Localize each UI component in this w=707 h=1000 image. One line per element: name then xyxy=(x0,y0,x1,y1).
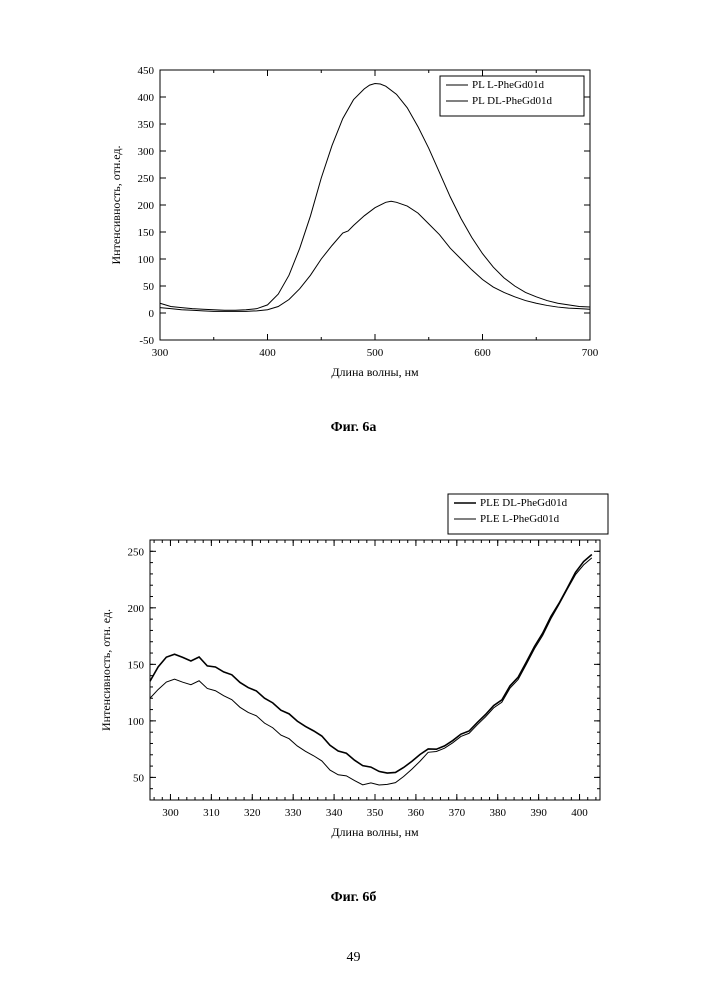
svg-text:380: 380 xyxy=(489,807,506,819)
chart-a-block: 300 400 500 600 700 -50 0 50 100 150 200 250 300 350 4… xyxy=(100,60,600,390)
svg-text:100: 100 xyxy=(138,254,155,266)
svg-text:150: 150 xyxy=(138,227,155,239)
chart-a-svg: 300 400 500 600 700 -50 0 50 100 150 200 250 300 350 4… xyxy=(100,60,600,390)
svg-text:370: 370 xyxy=(449,807,466,819)
svg-text:600: 600 xyxy=(474,347,491,359)
svg-text:300: 300 xyxy=(152,347,169,359)
svg-text:450: 450 xyxy=(138,65,155,77)
svg-text:50: 50 xyxy=(143,281,155,293)
svg-text:Длина волны, нм: Длина волны, нм xyxy=(331,825,419,839)
chart-b-block: 300 310 320 330 340 350 360 370 380 390 400 50 100 15… xyxy=(90,490,610,850)
svg-text:100: 100 xyxy=(128,716,145,728)
svg-text:400: 400 xyxy=(259,347,276,359)
svg-text:350: 350 xyxy=(138,119,155,131)
svg-text:400: 400 xyxy=(138,92,155,104)
svg-text:PLE L-PheGd01d: PLE L-PheGd01d xyxy=(480,513,560,525)
svg-text:310: 310 xyxy=(203,807,220,819)
chart-b-svg: 300 310 320 330 340 350 360 370 380 390 400 50 100 15… xyxy=(90,490,610,850)
svg-text:200: 200 xyxy=(138,200,155,212)
svg-text:PLE DL-PheGd01d: PLE DL-PheGd01d xyxy=(480,497,568,509)
svg-text:350: 350 xyxy=(367,807,384,819)
svg-text:Интенсивность, отн.ед.: Интенсивность, отн.ед. xyxy=(109,145,123,264)
svg-text:-50: -50 xyxy=(139,335,154,347)
page: 300 400 500 600 700 -50 0 50 100 150 200 250 300 350 4… xyxy=(0,0,707,1000)
svg-text:330: 330 xyxy=(285,807,302,819)
svg-text:300: 300 xyxy=(138,146,155,158)
svg-text:390: 390 xyxy=(530,807,547,819)
svg-text:400: 400 xyxy=(571,807,588,819)
svg-text:360: 360 xyxy=(408,807,425,819)
svg-text:250: 250 xyxy=(128,546,145,558)
page-number: 49 xyxy=(0,950,707,966)
svg-text:0: 0 xyxy=(149,308,155,320)
svg-text:150: 150 xyxy=(128,659,145,671)
svg-text:320: 320 xyxy=(244,807,261,819)
svg-text:500: 500 xyxy=(367,347,384,359)
caption-b: Фиг. 6б xyxy=(0,890,707,906)
svg-text:340: 340 xyxy=(326,807,343,819)
svg-text:Длина волны, нм: Длина волны, нм xyxy=(331,365,419,379)
svg-text:700: 700 xyxy=(582,347,599,359)
svg-text:250: 250 xyxy=(138,173,155,185)
svg-text:PL DL-PheGd01d: PL DL-PheGd01d xyxy=(472,95,552,107)
svg-text:PL L-PheGd01d: PL L-PheGd01d xyxy=(472,79,545,91)
caption-a: Фиг. 6а xyxy=(0,420,707,436)
svg-text:Интенсивность, отн. ед.: Интенсивность, отн. ед. xyxy=(99,609,113,731)
svg-text:300: 300 xyxy=(162,807,179,819)
svg-text:200: 200 xyxy=(128,603,145,615)
svg-text:50: 50 xyxy=(133,772,145,784)
